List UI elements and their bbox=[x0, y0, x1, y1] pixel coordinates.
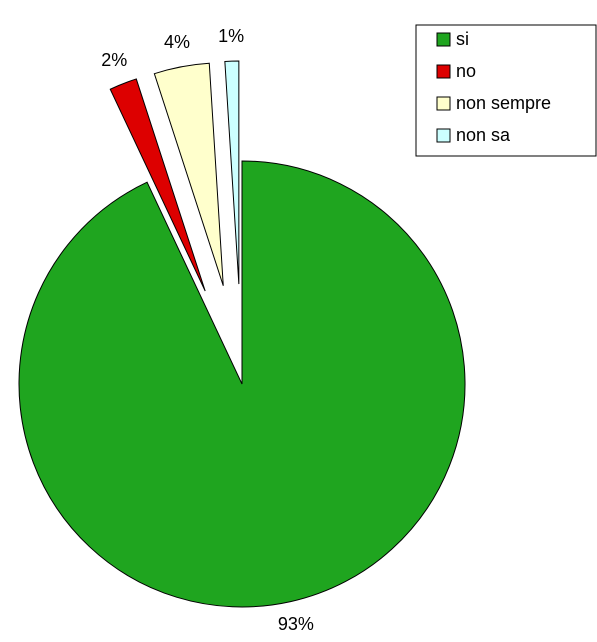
legend-label: no bbox=[456, 61, 476, 81]
legend-swatch bbox=[436, 64, 451, 79]
legend-swatch bbox=[436, 96, 451, 111]
legend-swatch bbox=[436, 128, 451, 143]
legend-swatch bbox=[436, 32, 451, 47]
data-label: 2% bbox=[101, 50, 127, 70]
legend-label: non sempre bbox=[456, 93, 551, 113]
legend-label: non sa bbox=[456, 125, 511, 145]
data-label: 93% bbox=[278, 614, 314, 634]
pie-slice bbox=[153, 62, 224, 286]
pie-slice bbox=[109, 78, 206, 292]
data-label: 4% bbox=[164, 32, 190, 52]
pie-slice bbox=[224, 60, 240, 285]
legend-label: si bbox=[456, 29, 469, 49]
pie-slice bbox=[18, 160, 466, 608]
data-label: 1% bbox=[218, 26, 244, 46]
